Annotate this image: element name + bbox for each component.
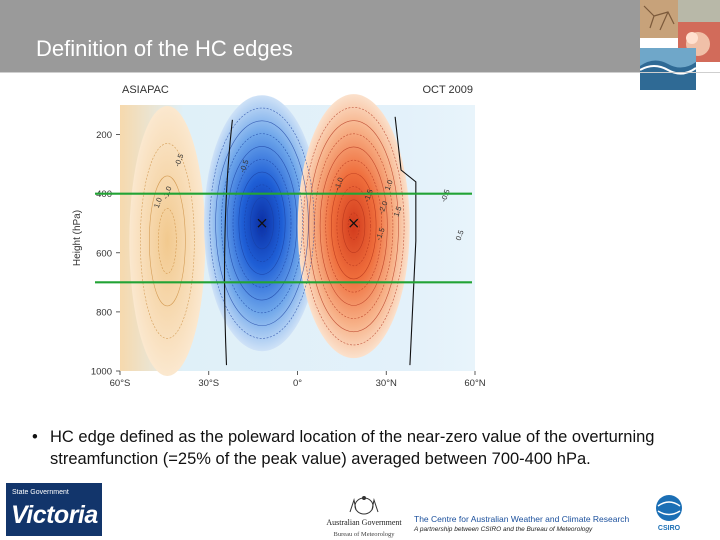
peak-marker xyxy=(257,218,267,228)
vic-logo-wordmark: Victoria xyxy=(11,501,98,529)
csiro-wordmark: CSIRO xyxy=(658,525,681,532)
x-tick-label: 0° xyxy=(293,378,302,389)
y-axis-ticks: 200 400 600 800 1000 xyxy=(91,130,120,378)
coat-of-arms-icon xyxy=(349,496,379,515)
y-tick-label: 800 xyxy=(96,307,112,318)
contour-line xyxy=(331,173,377,280)
contour-line xyxy=(158,208,177,274)
contour-line xyxy=(226,146,298,301)
zero-line-north xyxy=(394,116,417,366)
contour-line xyxy=(140,143,195,339)
contour-line xyxy=(336,186,371,267)
contour-line xyxy=(319,146,388,306)
chart-date-label: OCT 2009 xyxy=(422,84,473,96)
cawcr-name: The Centre for Australian Weather and Cl… xyxy=(414,514,630,524)
australian-government-logo: Australian Government Bureau of Meteorol… xyxy=(316,494,412,538)
contour-label: -0.5 xyxy=(173,153,186,168)
contour-line xyxy=(342,199,366,253)
contour-lines xyxy=(140,107,417,366)
aus-gov-text: Australian Government xyxy=(326,518,402,527)
x-tick-label: 60°S xyxy=(110,378,131,389)
contour-labels: -0.51.0-1.0-0.5-1.0-1.5-1.5-2.0 1.51.0-0.… xyxy=(152,153,466,242)
csiro-globe-icon xyxy=(656,495,682,521)
contour-line xyxy=(221,133,303,314)
x-tick-label: 30°S xyxy=(198,378,219,389)
contour-line xyxy=(314,133,394,319)
contour-line xyxy=(244,184,280,262)
contour-label: 0.5 xyxy=(454,229,466,242)
cracked-earth-photo xyxy=(640,0,678,38)
partnership-text: A partnership between CSIRO and the Bure… xyxy=(414,526,593,533)
x-axis-ticks: 60°S 30°S 0° 30°N 60°N xyxy=(110,371,486,389)
csiro-logo: CSIRO xyxy=(656,495,682,532)
land-photo xyxy=(678,0,720,22)
victoria-logo: State Government Victoria xyxy=(6,483,102,536)
contour-label: 1.0 xyxy=(152,196,164,209)
contour-label: 1.0 xyxy=(383,179,395,192)
contour-line xyxy=(347,212,360,240)
contour-label: -1.5 xyxy=(362,188,375,203)
bullet-dot: • xyxy=(32,428,38,446)
contour-line xyxy=(308,120,399,333)
contour-line xyxy=(215,120,309,326)
slide-title: Definition of the HC edges xyxy=(36,36,293,61)
contour-line xyxy=(250,197,274,250)
title-bar xyxy=(0,0,640,72)
y-tick-label: 200 xyxy=(96,130,112,141)
peak-markers xyxy=(257,218,359,228)
x-tick-label: 60°N xyxy=(464,378,485,389)
plot-area: -0.51.0-1.0-0.5-1.0-1.5-1.5-2.0 1.51.0-0.… xyxy=(120,94,475,376)
contour-line xyxy=(238,171,286,275)
y-tick-label: 600 xyxy=(96,248,112,259)
y-axis-label: Height (hPa) xyxy=(72,210,83,266)
title-divider xyxy=(0,72,720,73)
contour-line xyxy=(303,107,405,346)
contour-line xyxy=(325,159,383,293)
vic-logo-small-text: State Government xyxy=(12,489,69,496)
peak-marker xyxy=(349,218,359,228)
header-photos xyxy=(640,0,720,90)
y-tick-label: 400 xyxy=(96,189,112,200)
contour-label: -0.5 xyxy=(238,158,251,173)
contour-line xyxy=(209,107,315,339)
streamfunction-chart: -0.51.0-1.0-0.5-1.0-1.5-1.5-2.0 1.51.0-0.… xyxy=(72,84,486,389)
contour-line xyxy=(255,210,269,237)
contour-line xyxy=(232,158,292,288)
contour-label: -2.0 xyxy=(377,200,390,215)
southern-ferrel-cell xyxy=(129,105,206,376)
x-tick-label: 30°N xyxy=(376,378,397,389)
contour-line xyxy=(149,175,186,307)
chart-region-label: ASIAPAC xyxy=(122,84,169,96)
bom-text: Bureau of Meteorology xyxy=(333,531,395,538)
northern-hadley-cell xyxy=(297,94,410,359)
contour-label: -0.5 xyxy=(439,188,452,203)
y-tick-label: 1000 xyxy=(91,367,112,378)
contour-label: -1.5 xyxy=(374,226,387,241)
contour-label: 1.5 xyxy=(392,205,404,218)
bullet-text: HC edge defined as the poleward location… xyxy=(50,428,655,468)
contour-label: -1.0 xyxy=(332,176,345,191)
zero-line-south xyxy=(223,119,233,366)
